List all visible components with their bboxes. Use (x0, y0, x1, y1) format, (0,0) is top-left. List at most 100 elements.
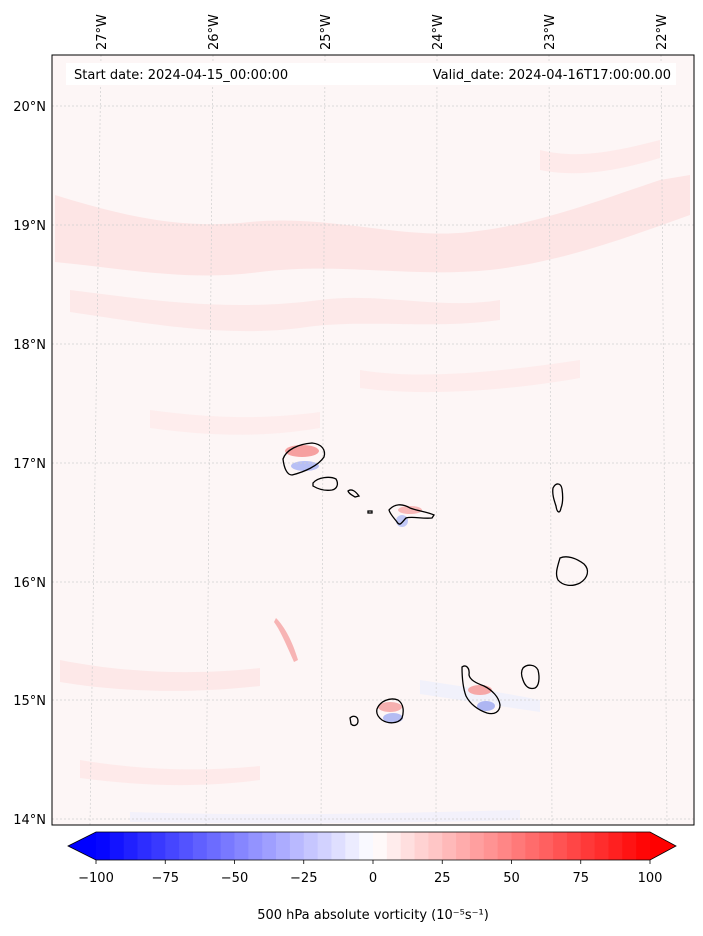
colorbar-label: 500 hPa absolute vorticity (10⁻⁵s⁻¹) (257, 908, 489, 923)
island-santo-antao (282, 442, 326, 476)
colorbar-cell (192, 832, 208, 860)
colorbar-cell (373, 832, 388, 860)
colorbar-cell (442, 832, 457, 860)
map-background (52, 55, 694, 825)
gridline-lon (435, 54, 438, 826)
colorbar-extend-max (650, 832, 676, 860)
vorticity-dipole-positive (285, 445, 319, 457)
lon-label: 26°W (207, 14, 222, 50)
vorticity-band (55, 175, 690, 276)
colorbar-cell (386, 832, 402, 860)
lat-label: 17°N (13, 457, 46, 472)
gridline-lon (548, 54, 553, 826)
vorticity-band (130, 810, 520, 824)
lat-label: 16°N (13, 576, 46, 591)
colorbar: −100 −75 −50 −25 0 25 50 75 100 500 hPa absolute… (67, 831, 677, 923)
colorbar-tick-label: 75 (572, 871, 589, 886)
lon-label: 22°W (655, 14, 670, 50)
colorbar-cell (428, 832, 443, 860)
island-brava (349, 715, 359, 727)
colorbar-cell (622, 832, 637, 860)
island-santa-luzia (347, 489, 361, 498)
island-razo (367, 510, 373, 514)
lat-label: 14°N (13, 813, 46, 828)
vorticity-band (150, 410, 320, 435)
vorticity-dipole-negative (383, 713, 403, 723)
valid-date-text: Valid_date: 2024-04-16T17:00:00.00 (433, 68, 671, 83)
colorbar-cell (151, 832, 166, 860)
gridline-lon (89, 54, 102, 826)
colorbar-cell (220, 832, 235, 860)
colorbar-cell (359, 832, 374, 860)
colorbar-cell (303, 832, 318, 860)
vorticity-dipole-negative (291, 461, 319, 471)
colorbar-cell (137, 832, 152, 860)
colorbar-tick-label: 100 (638, 871, 663, 886)
island-boa-vista (555, 556, 589, 587)
lat-label: 15°N (13, 694, 46, 709)
vorticity-dipole-negative (477, 701, 495, 711)
colorbar-cell (331, 832, 346, 860)
colorbar-cell (497, 832, 512, 860)
gridline-lon (660, 54, 668, 826)
map-frame (51, 54, 695, 826)
gridline-lon (205, 54, 214, 826)
start-date-text: Start date: 2024-04-15_00:00:00 (74, 68, 288, 83)
island-fogo (376, 698, 404, 724)
vorticity-band (420, 680, 540, 712)
colorbar-cell (539, 832, 554, 860)
colorbar-cell (234, 832, 249, 860)
lat-label: 20°N (13, 100, 46, 115)
colorbar-cell (414, 832, 429, 860)
vorticity-field (55, 140, 690, 824)
colorbar-tick-label: 25 (434, 871, 451, 886)
vorticity-dipole-positive (398, 506, 422, 514)
colorbar-cell (276, 832, 291, 860)
colorbar-tick-label: 50 (503, 871, 520, 886)
latitude-labels: 20°N 19°N 18°N 17°N 16°N 15°N 14°N (13, 100, 46, 828)
colorbar-tick-label: −25 (290, 871, 317, 886)
vorticity-band (80, 760, 260, 786)
colorbar-cell (511, 832, 526, 860)
colorbar-cell (566, 832, 582, 860)
island-sal (552, 483, 564, 513)
colorbar-cell (469, 832, 485, 860)
island-sao-vicente (312, 476, 339, 491)
lon-label: 23°W (543, 14, 558, 50)
colorbar-ticks: −100 −75 −50 −25 0 25 50 75 100 (78, 860, 662, 886)
lon-label: 25°W (319, 14, 334, 50)
colorbar-cell (179, 832, 194, 860)
coastlines (282, 442, 589, 727)
lat-label: 18°N (13, 338, 46, 353)
colorbar-cell (608, 832, 623, 860)
vorticity-streak (274, 618, 298, 662)
colorbar-cell (636, 832, 651, 860)
colorbar-cell (262, 832, 277, 860)
date-header-box (66, 63, 676, 85)
colorbar-tick-label: −75 (152, 871, 179, 886)
colorbar-cell (594, 832, 609, 860)
colorbar-extend-min (68, 832, 96, 860)
colorbar-tick-label: 0 (369, 871, 377, 886)
vorticity-dipole-positive (468, 685, 492, 695)
longitude-labels: 27°W 26°W 25°W 24°W 23°W 22°W (95, 14, 670, 50)
colorbar-cell (289, 832, 305, 860)
colorbar-cell (525, 832, 540, 860)
vorticity-band (540, 140, 660, 174)
island-sao-nicolau (388, 504, 435, 525)
lat-label: 19°N (13, 219, 46, 234)
lon-label: 24°W (431, 14, 446, 50)
colorbar-cell (109, 832, 125, 860)
colorbar-tick-label: −100 (78, 871, 114, 886)
colorbar-cell (96, 832, 111, 860)
vorticity-band (360, 360, 580, 393)
gridlines (52, 54, 694, 826)
colorbar-cell (580, 832, 595, 860)
colorbar-cell (165, 832, 180, 860)
gridline-lon (320, 54, 326, 826)
colorbar-cell (206, 832, 222, 860)
lon-label: 27°W (95, 14, 110, 50)
island-santiago (461, 665, 501, 715)
colorbar-cell (248, 832, 263, 860)
vorticity-band (60, 660, 260, 691)
